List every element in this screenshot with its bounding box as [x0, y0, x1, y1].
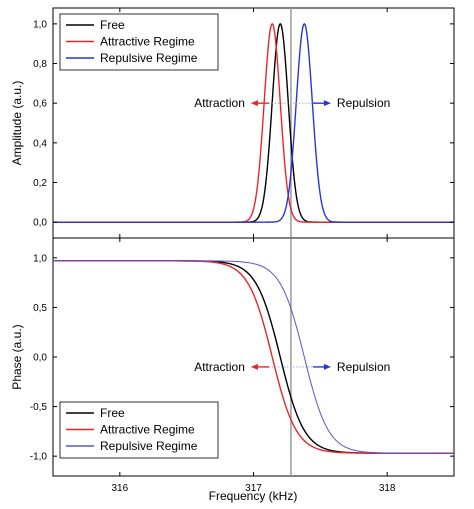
phase-panel: -1,0 -0,5 0,0 0,5 1,0 316 317 318 Phase (a.u.)… [10, 237, 455, 503]
amplitude-y-ticks: 0,0 0,2 0,4 0,6 0,8 1,0 [33, 8, 454, 238]
y-tick-label: 0,0 [33, 218, 47, 229]
x-tick-label: 316 [111, 483, 128, 494]
y-tick-label: -1,0 [30, 452, 48, 463]
repulsion-label: Repulsion [337, 360, 390, 374]
legend-label: Free [100, 18, 125, 32]
amplitude-series [53, 8, 454, 238]
repulsion-label: Repulsion [337, 96, 390, 110]
phase-x-ticks: 316 317 318 [111, 238, 396, 494]
legend-label: Repulsive Regime [100, 439, 198, 453]
y-tick-label: 0,4 [33, 138, 47, 149]
x-tick-label: 317 [245, 483, 262, 494]
repulsion-arrow-icon [323, 100, 331, 107]
attraction-label: Attraction [194, 360, 245, 374]
y-tick-label: 1,0 [33, 253, 47, 264]
attraction-arrow-icon [250, 363, 258, 370]
y-tick-label: 0,6 [33, 99, 47, 110]
legend-label: Attractive Regime [100, 423, 195, 437]
phase-series [53, 238, 454, 476]
phase-y-ticks: -1,0 -0,5 0,0 0,5 1,0 [30, 253, 454, 463]
legend-label: Free [100, 406, 125, 420]
y-tick-label: 0,0 [33, 353, 47, 364]
frequency-x-axis-label: Frequency (kHz) [209, 489, 298, 503]
y-tick-label: 1,0 [33, 19, 47, 30]
phase-legend: Free Attractive Regime Repulsive Regime [59, 401, 219, 459]
repulsion-arrow-icon [323, 363, 331, 370]
attraction-label: Attraction [194, 96, 245, 110]
amplitude-annotations: Attraction Repulsion [194, 96, 390, 110]
series-line-repulsive-regime [53, 22, 454, 223]
x-tick-label: 318 [379, 483, 396, 494]
phase-annotations: Attraction Repulsion [194, 360, 390, 374]
y-tick-label: 0,5 [33, 303, 47, 314]
amplitude-legend: Free Attractive Regime Repulsive Regime [59, 13, 219, 71]
amplitude-panel: 0,0 0,2 0,4 0,6 0,8 1,0 Amplitude (a.u.) Attr… [10, 7, 455, 239]
attraction-arrow-icon [250, 100, 258, 107]
y-tick-label: 0,2 [33, 178, 47, 189]
series-line-repulsive-regime [53, 260, 454, 454]
y-tick-label: 0,8 [33, 59, 47, 70]
y-tick-label: -0,5 [30, 402, 48, 413]
legend-label: Repulsive Regime [100, 51, 198, 65]
amplitude-y-axis-label: Amplitude (a.u.) [10, 81, 24, 166]
legend-label: Attractive Regime [100, 35, 195, 49]
phase-y-axis-label: Phase (a.u.) [10, 324, 24, 389]
